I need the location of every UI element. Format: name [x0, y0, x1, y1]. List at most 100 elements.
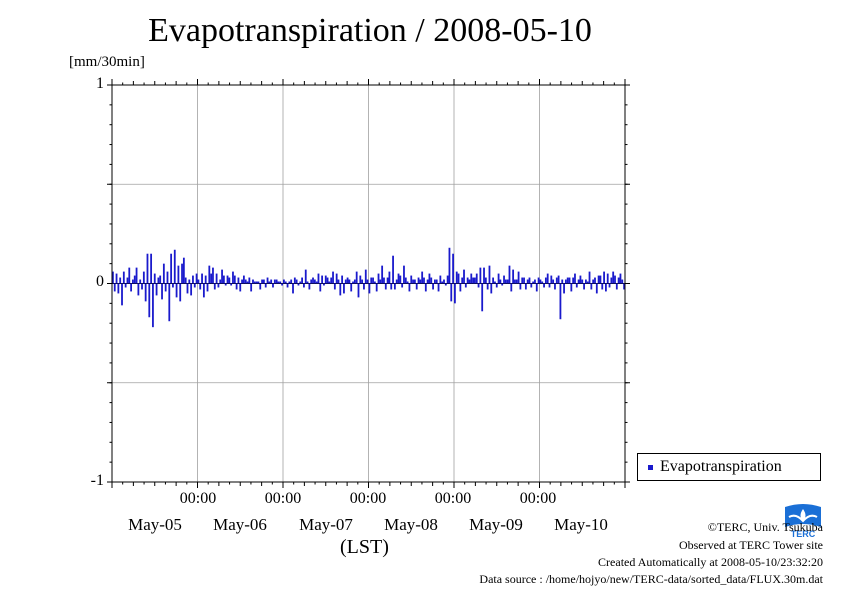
bar-88 — [272, 283, 274, 288]
bar-119 — [328, 281, 331, 284]
bar-124 — [337, 279, 340, 284]
bar-49 — [201, 273, 203, 284]
bar-231 — [532, 281, 535, 284]
bar-129 — [346, 277, 349, 284]
bar-189 — [455, 271, 458, 284]
bar-209 — [492, 277, 495, 284]
bar-270 — [603, 271, 605, 284]
bar-93 — [281, 283, 283, 286]
bar-52 — [206, 283, 209, 292]
bar-264 — [592, 279, 595, 284]
bar-130 — [348, 279, 351, 284]
bar-224 — [519, 283, 522, 290]
bar-26 — [159, 275, 162, 284]
bar-43 — [190, 283, 193, 296]
x-time-label-2: 00:00 — [264, 490, 302, 507]
bar-120 — [330, 277, 333, 284]
bar-38 — [181, 263, 183, 284]
bar-203 — [481, 283, 484, 312]
bar-226 — [523, 277, 525, 284]
bar-277 — [615, 283, 618, 290]
bar-243 — [554, 283, 556, 290]
bar-56 — [213, 283, 216, 290]
bar-215 — [503, 275, 505, 284]
bar-162 — [406, 281, 409, 284]
bar-73 — [244, 279, 247, 284]
bar-188 — [454, 283, 456, 304]
bar-47 — [197, 279, 200, 284]
x-date-label-3: May-07 — [299, 515, 353, 534]
bar-272 — [606, 273, 609, 284]
bar-22 — [152, 283, 154, 328]
bar-228 — [526, 279, 529, 284]
bar-191 — [459, 283, 462, 292]
bar-14 — [137, 283, 140, 296]
bar-195 — [466, 277, 469, 284]
bar-260 — [584, 279, 587, 284]
bar-182 — [443, 279, 445, 284]
bar-28 — [162, 263, 165, 284]
bar-29 — [164, 283, 167, 292]
bar-204 — [483, 267, 485, 284]
bar-255 — [575, 283, 578, 288]
y-axis-unit: [mm/30min] — [69, 54, 145, 70]
bar-160 — [403, 265, 405, 284]
bar-85 — [266, 277, 269, 284]
bar-181 — [441, 281, 444, 284]
bar-281 — [623, 283, 625, 290]
bar-246 — [559, 283, 562, 320]
bar-149 — [383, 277, 385, 284]
bar-180 — [439, 275, 442, 284]
bar-178 — [435, 279, 438, 284]
bar-237 — [543, 283, 545, 288]
bar-34 — [173, 249, 176, 284]
bar-222 — [515, 279, 518, 284]
bar-67 — [233, 275, 236, 284]
bar-241 — [550, 275, 553, 284]
bar-152 — [388, 271, 391, 284]
bar-234 — [537, 277, 540, 284]
bar-64 — [228, 277, 231, 284]
bar-185 — [448, 247, 451, 284]
bar-219 — [510, 283, 513, 292]
bar-121 — [332, 271, 334, 284]
bar-261 — [586, 281, 589, 284]
bar-271 — [605, 283, 607, 292]
bar-91 — [277, 281, 280, 284]
y-tick-label-top: 1 — [96, 75, 104, 92]
bar-99 — [292, 283, 294, 294]
bar-45 — [193, 283, 196, 288]
bar-33 — [172, 283, 174, 288]
bar-78 — [253, 281, 256, 284]
bar-19 — [146, 253, 149, 284]
bar-159 — [401, 283, 404, 288]
bar-171 — [423, 277, 425, 284]
bar-104 — [301, 277, 303, 284]
bar-95 — [284, 281, 287, 284]
bar-163 — [408, 283, 411, 292]
bar-5 — [121, 283, 123, 306]
bar-17 — [142, 271, 145, 284]
bar-257 — [579, 275, 582, 284]
bar-274 — [610, 277, 613, 284]
bar-254 — [574, 273, 576, 284]
bar-series — [112, 247, 625, 328]
bar-150 — [384, 283, 387, 290]
bar-207 — [488, 265, 491, 284]
bar-186 — [450, 283, 453, 302]
bar-158 — [399, 275, 402, 284]
bar-225 — [521, 277, 524, 284]
bar-72 — [242, 275, 245, 284]
bar-259 — [583, 283, 585, 290]
bar-205 — [484, 277, 487, 284]
bar-109 — [310, 279, 313, 284]
bar-46 — [195, 273, 198, 284]
bar-90 — [275, 279, 278, 284]
bar-168 — [417, 277, 420, 284]
bar-220 — [512, 269, 515, 284]
bar-92 — [279, 281, 282, 284]
bar-273 — [608, 283, 611, 288]
bar-253 — [572, 277, 575, 284]
bar-51 — [204, 275, 207, 284]
bar-21 — [150, 253, 153, 284]
